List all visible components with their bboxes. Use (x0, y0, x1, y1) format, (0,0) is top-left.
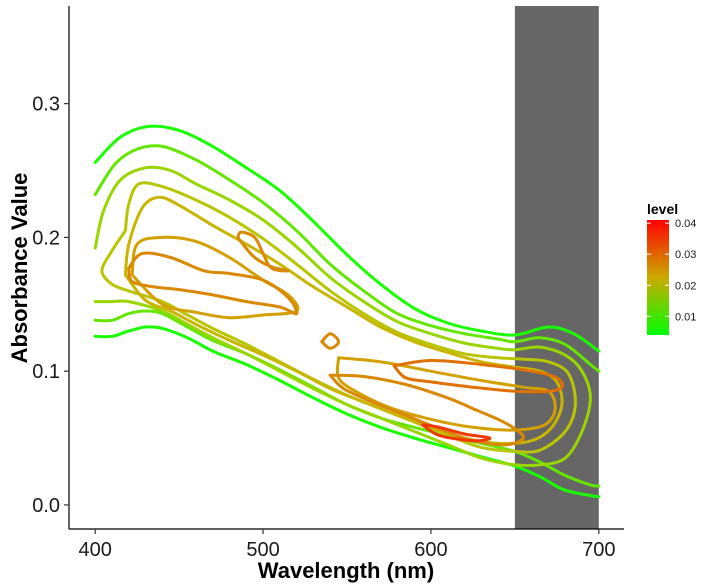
x-tick-label-1: 500 (246, 539, 279, 561)
contour-line-4 (93, 165, 592, 468)
y-tick-label-1: 0.1 (32, 361, 60, 383)
x-tick-label-2: 600 (414, 539, 447, 561)
y-tick-label-0: 0.0 (32, 495, 60, 517)
x-axis-title: Wavelength (nm) (258, 558, 434, 583)
legend-label-1: 0.03 (675, 249, 696, 261)
legend-label-0: 0.04 (675, 218, 696, 230)
contour-line-9 (127, 251, 299, 316)
y-tick-label-3: 0.3 (32, 94, 60, 116)
contour-line-14 (421, 423, 492, 443)
contour-lines (93, 124, 601, 499)
contour-line-12 (328, 373, 525, 447)
axis-ticks: 400 500 600 700 0.0 0.1 0.2 0.3 (32, 94, 615, 561)
contour-line-0 (93, 124, 601, 353)
plot-area (93, 6, 601, 529)
y-tick-label-2: 0.2 (32, 227, 60, 249)
contour-line-5 (100, 181, 577, 454)
y-axis-title: Absorbance Value (7, 173, 32, 364)
legend-label-3: 0.01 (675, 311, 696, 323)
legend: level 0.04 0.03 0.02 0.01 (647, 201, 696, 335)
contour-line-7 (130, 235, 300, 320)
contour-line-10 (236, 230, 290, 273)
legend-title: level (647, 201, 678, 217)
contour-line-2 (93, 144, 601, 373)
contour-line-8 (335, 356, 557, 432)
x-tick-label-3: 700 (582, 539, 615, 561)
contour-line-6 (123, 195, 564, 446)
contour-line-13 (392, 358, 564, 394)
x-tick-label-0: 400 (78, 539, 111, 561)
legend-ticks: 0.04 0.03 0.02 0.01 (647, 218, 696, 323)
contour-line-11 (320, 332, 341, 350)
legend-label-2: 0.02 (675, 280, 696, 292)
legend-colorbar (647, 220, 669, 335)
